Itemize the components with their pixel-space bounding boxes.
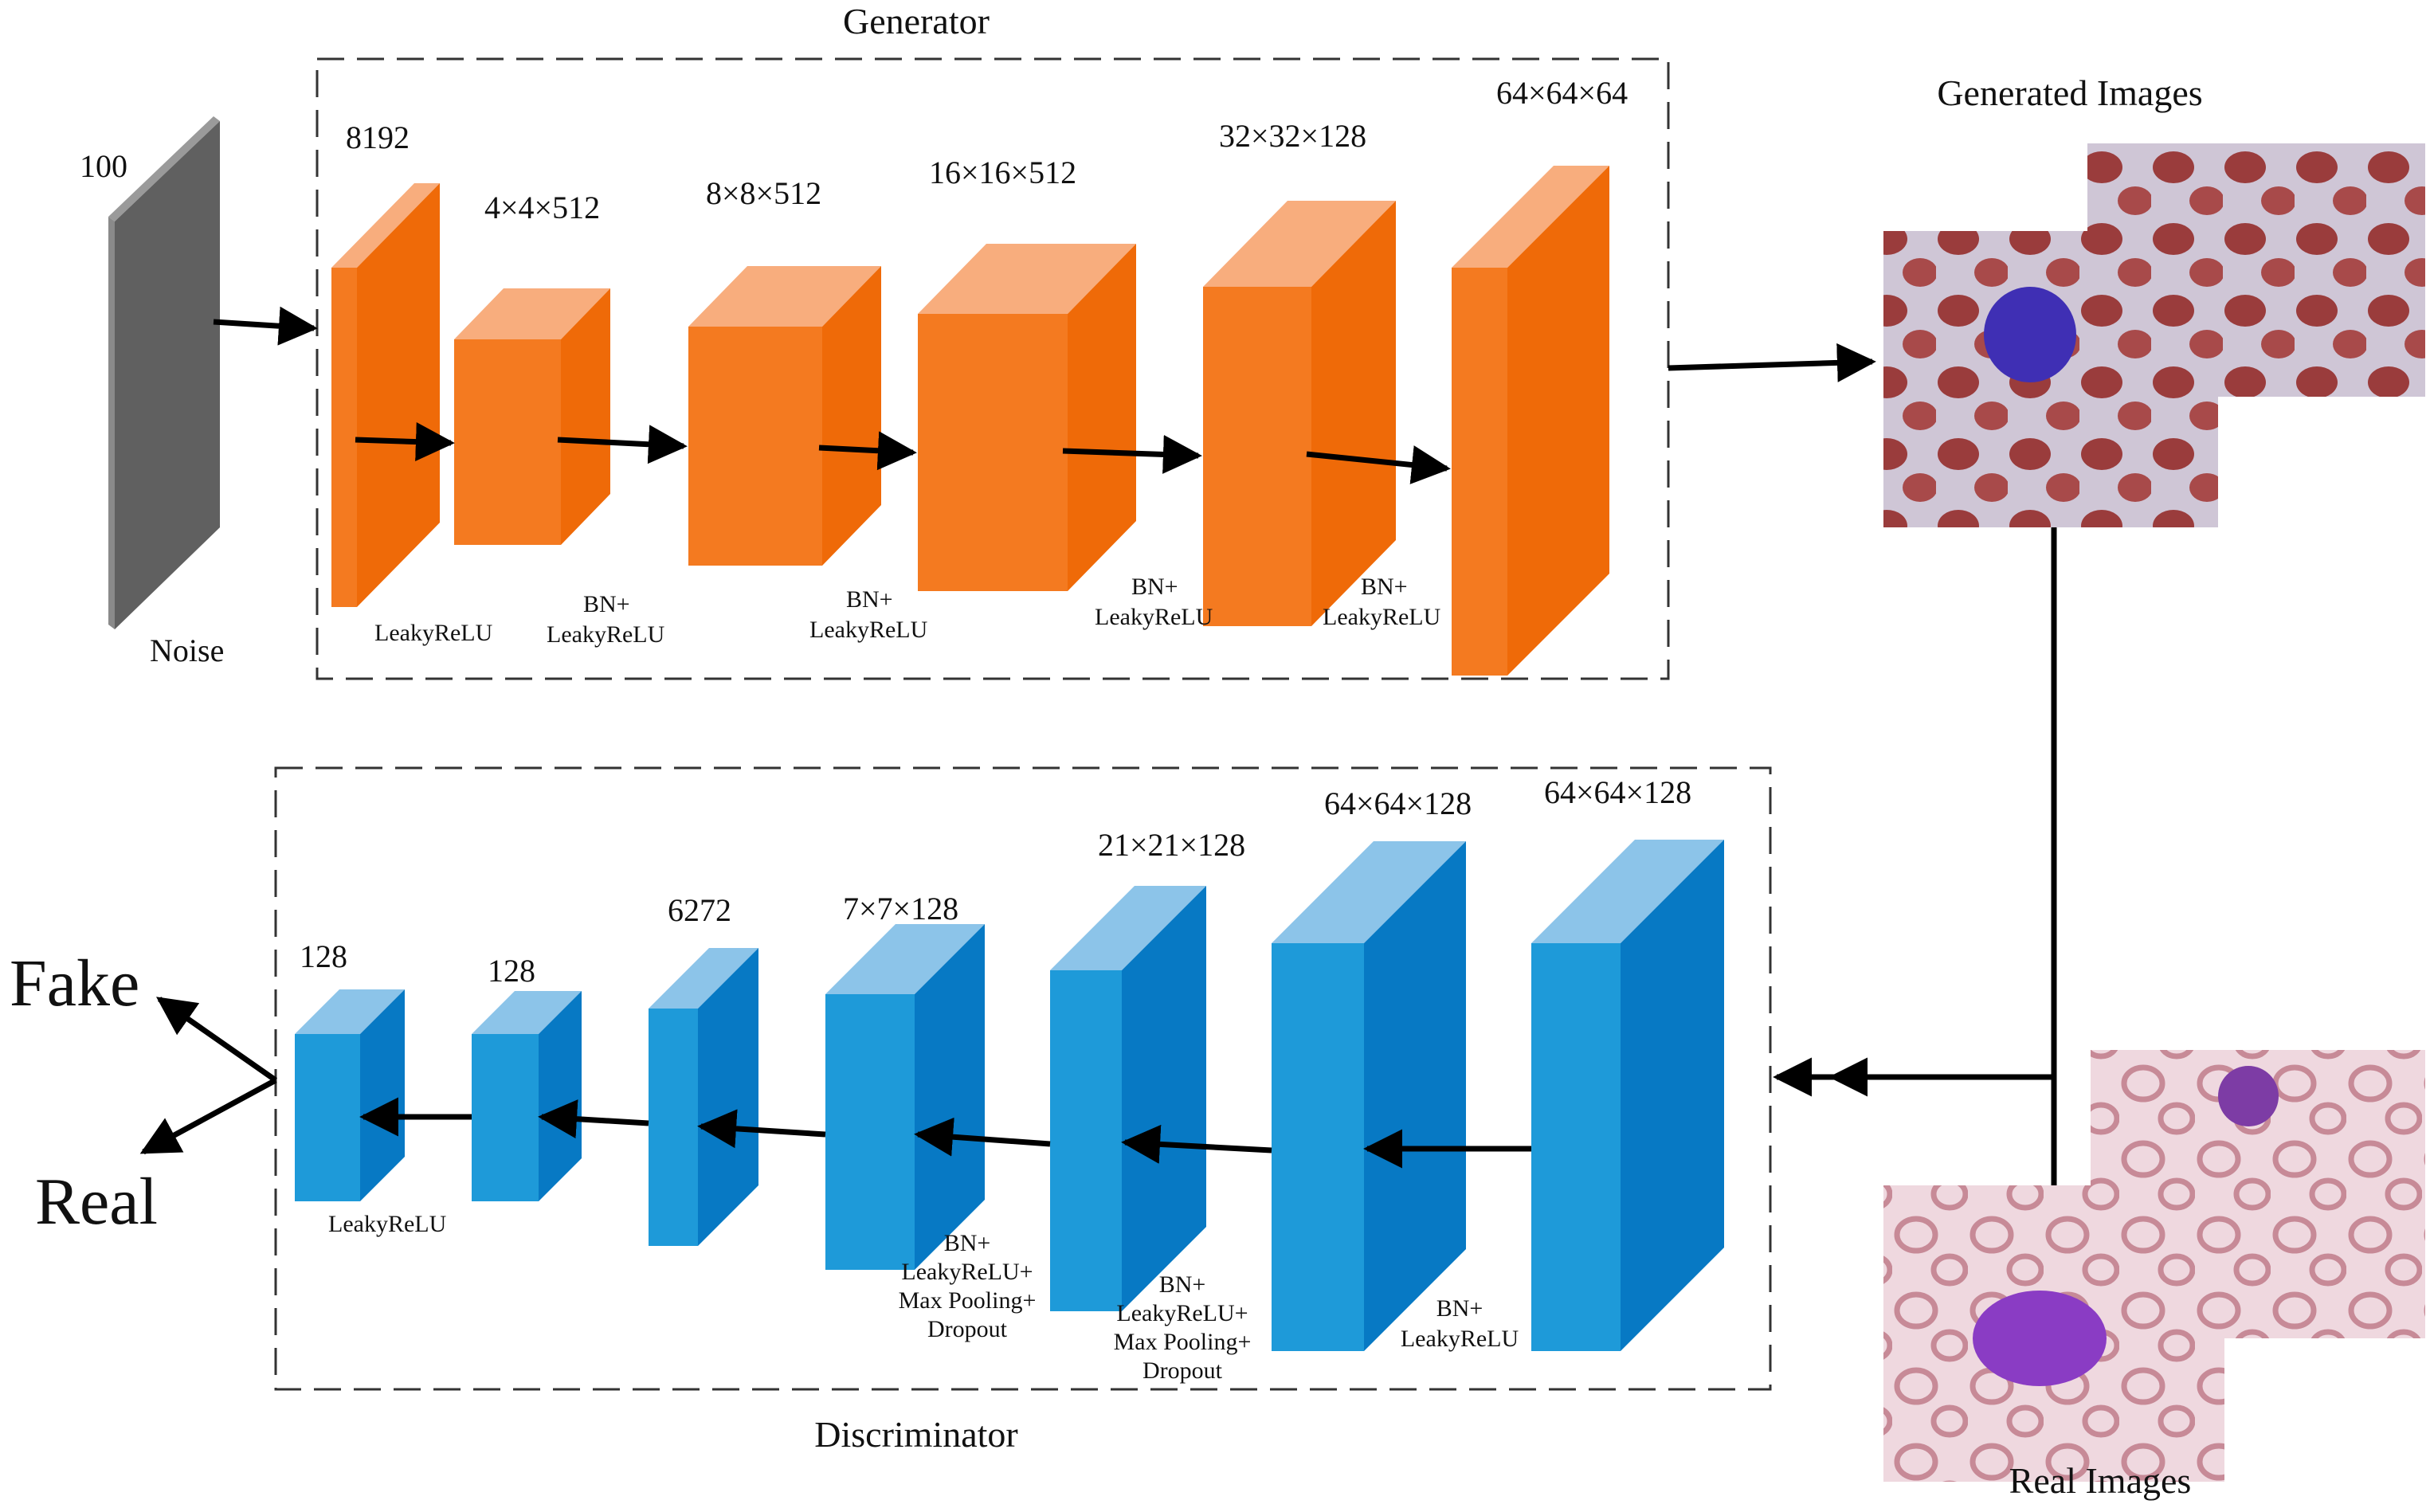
discriminator-dim-5: 21×21×128 [1098,827,1245,863]
discriminator-block-6 [1272,841,1466,1351]
generator-activation-3b: LeakyReLU [809,617,928,643]
generator-activation-3a: BN+ [846,586,893,613]
discriminator-dim-2: 128 [488,953,535,989]
discriminator-activation-6b: LeakyReLU [1401,1326,1519,1352]
discriminator-dim-7: 64×64×128 [1544,774,1691,810]
generator-block-4 [918,244,1136,591]
generator-activation-5b: LeakyReLU [1323,604,1441,630]
generator-activation-4a: BN+ [1131,574,1178,600]
output-fake-label: Fake [10,946,139,1020]
generator-dim-5: 32×32×128 [1219,118,1366,154]
noise-label: Noise [150,633,224,668]
discriminator-activation-5b: LeakyReLU+ [1116,1300,1248,1326]
generator-title: Generator [843,1,990,41]
generator-activation-5a: BN+ [1361,574,1408,600]
discriminator-block-4 [825,924,985,1270]
noise-vector [108,116,220,629]
discriminator-activation-4c: Max Pooling+ [899,1287,1037,1314]
generator-activation-2a: BN+ [583,591,630,617]
generator-block-5 [1203,201,1396,626]
discriminator-activation-6a: BN+ [1436,1295,1483,1322]
real-images-label: Real Images [2009,1460,2192,1501]
discriminator-activation-4b: LeakyReLU+ [901,1259,1033,1285]
generator-block-1 [331,183,440,607]
real-image-2 [1883,1185,2224,1482]
discriminator-dim-4: 7×7×128 [843,891,958,926]
generated-images-label: Generated Images [1937,72,2202,113]
discriminator-block-5 [1050,886,1206,1311]
discriminator-activation-5c: Max Pooling+ [1114,1329,1252,1355]
discriminator-block-1 [295,989,405,1201]
generator-dim-2: 4×4×512 [484,190,600,225]
discriminator-block-7 [1531,840,1724,1351]
discriminator-activation-4a: BN+ [944,1230,991,1256]
generator-dim-3: 8×8×512 [706,175,821,211]
generator-dim-1: 8192 [346,119,410,155]
generator-activation-4b: LeakyReLU [1095,604,1213,630]
generator-frame [316,57,1670,680]
discriminator-block-3 [649,948,758,1246]
discriminator-dim-1: 128 [300,938,347,974]
generator-block-3 [688,266,881,566]
discriminator-flow-arrows [139,997,1531,1169]
generator-activation-2b: LeakyReLU [547,621,665,648]
generator-flow-arrows [213,306,1876,484]
output-real-label: Real [35,1165,158,1239]
generated-image-2 [1883,231,2218,527]
discriminator-activation-1: LeakyReLU [328,1211,447,1237]
generator-block-6 [1452,166,1609,676]
generator-dim-6: 64×64×64 [1496,75,1628,111]
discriminator-activation-5a: BN+ [1159,1271,1206,1298]
generator-block-2 [454,288,610,545]
discriminator-activation-4d: Dropout [927,1316,1008,1342]
discriminator-dim-6: 64×64×128 [1324,785,1472,821]
generator-dim-4: 16×16×512 [929,155,1076,190]
discriminator-block-2 [472,991,582,1201]
discriminator-title: Discriminator [814,1414,1018,1455]
noise-size-label: 100 [80,148,127,184]
discriminator-dim-3: 6272 [668,892,731,928]
generator-activation-1: LeakyReLU [374,620,493,646]
discriminator-activation-5d: Dropout [1142,1357,1223,1384]
